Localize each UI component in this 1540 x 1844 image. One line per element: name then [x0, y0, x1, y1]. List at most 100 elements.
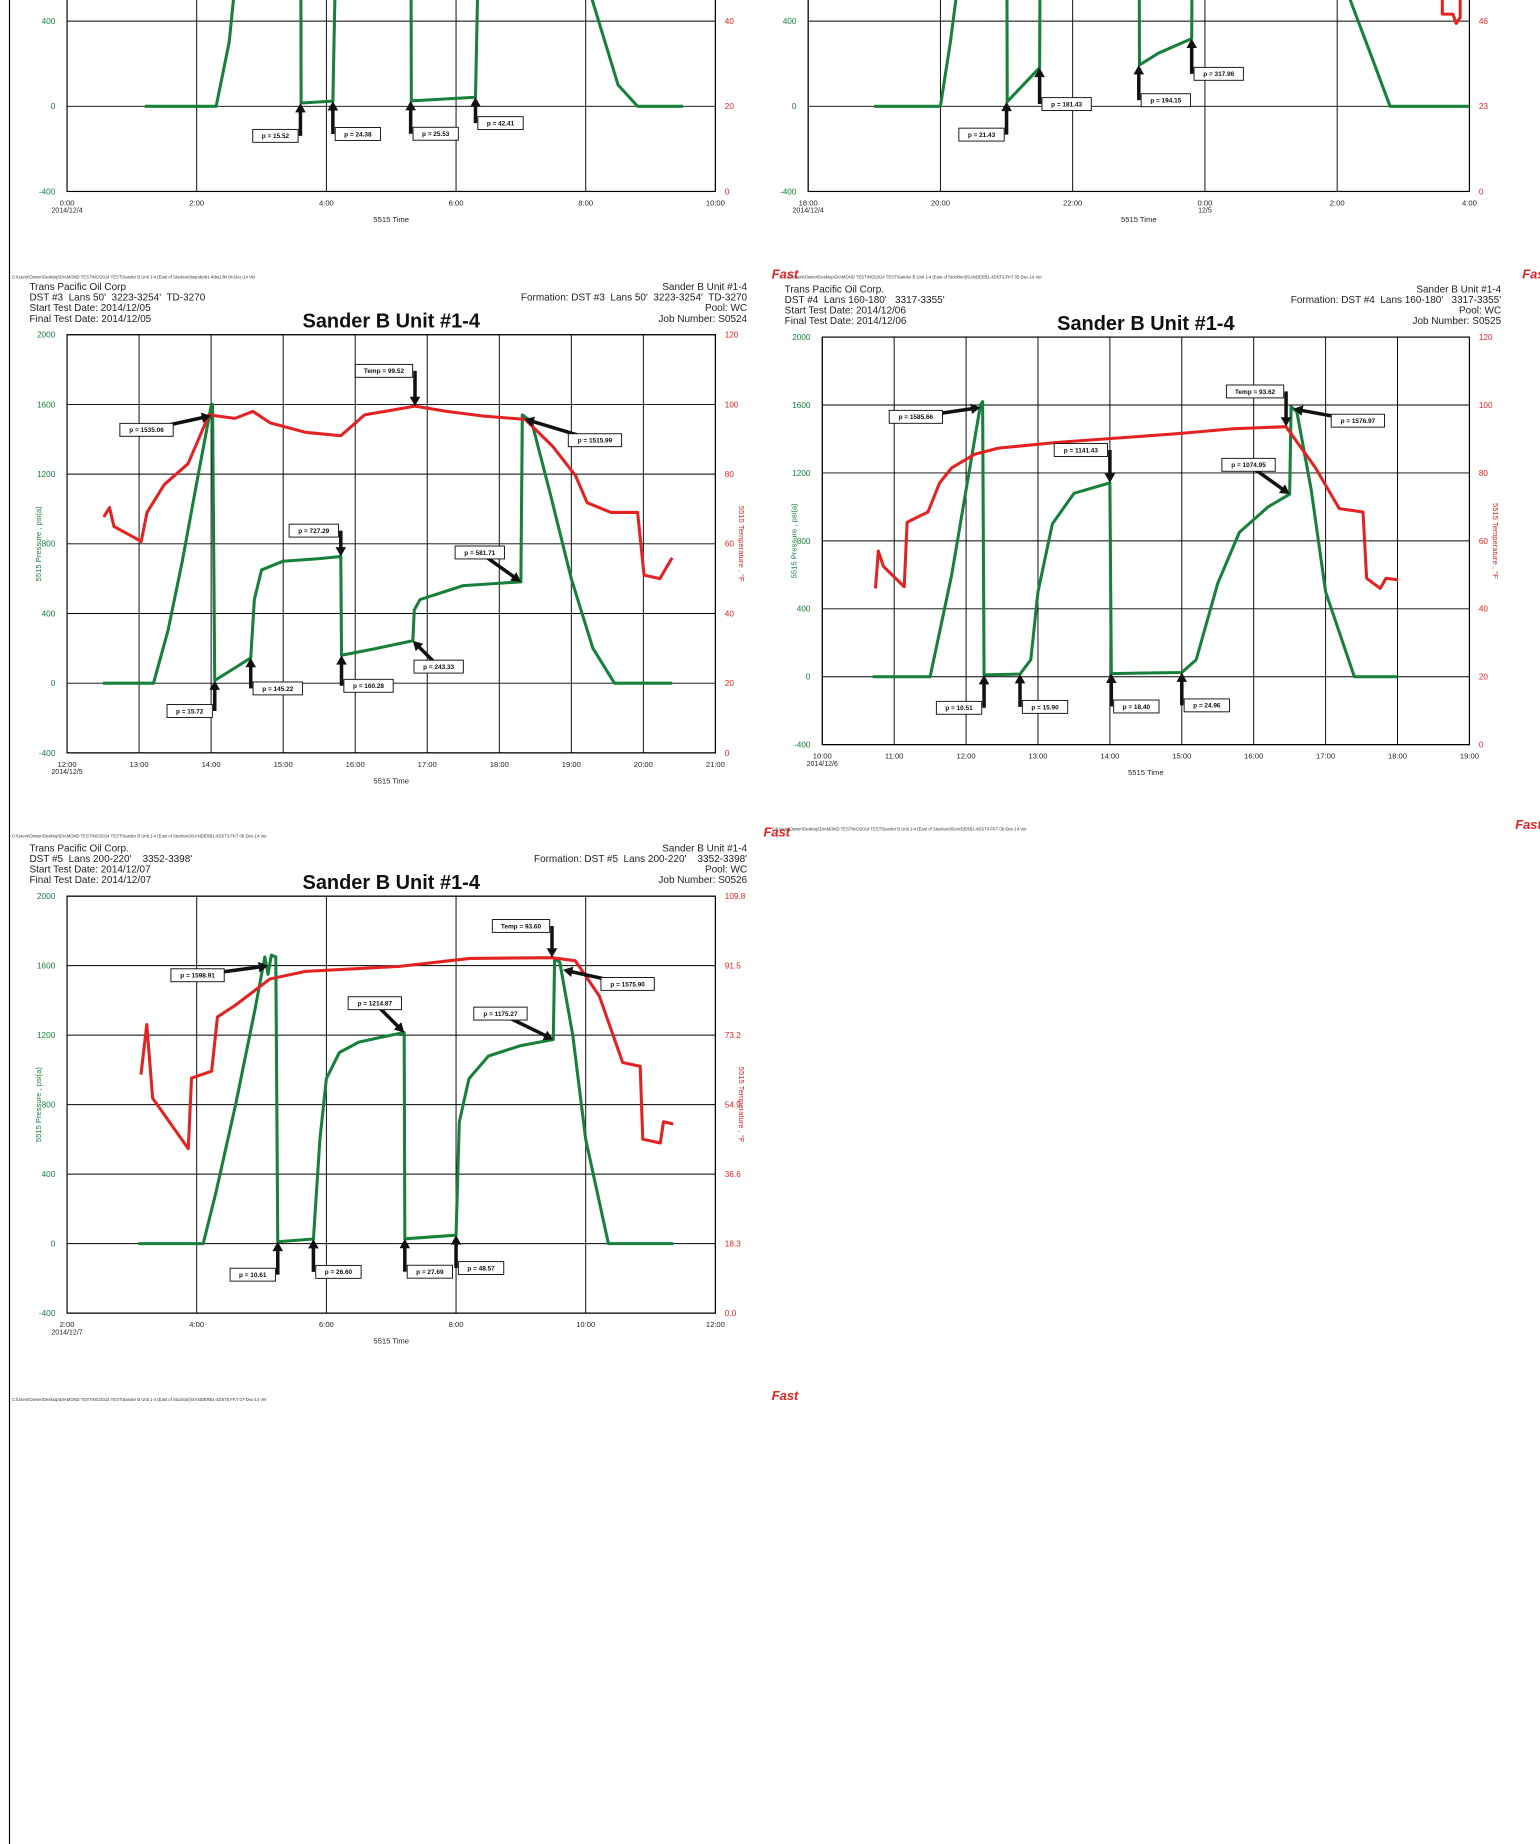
annotation-box — [473, 1006, 528, 1021]
header-right-line: Pool: WC — [1459, 306, 1501, 317]
y-tick-label: 800 — [42, 1101, 56, 1110]
header-right-line: Sander B Unit #1-4 — [662, 844, 747, 855]
annotation-box — [170, 968, 225, 983]
x-tick-label: 4:00 — [189, 1320, 204, 1329]
y2-tick-label: 80 — [725, 470, 735, 479]
plot-frame — [807, 0, 1471, 193]
y2-tick-label: 0 — [1479, 187, 1484, 196]
footer-path: C:\Users\Owner\Desktop\DIAMOND TESTING\2… — [12, 1397, 267, 1402]
annotation-box — [1113, 699, 1160, 714]
y2-tick-label: 40 — [725, 17, 735, 26]
annotation-arrowhead — [470, 97, 481, 107]
x-axis-label: 5515 Time — [373, 1337, 409, 1346]
plot-frame — [821, 336, 1471, 746]
x-axis-label: 5515 Time — [1128, 768, 1164, 777]
x-tick-label: 14:00 — [1100, 752, 1119, 761]
header-left-line: Final Test Date: 2014/12/07 — [29, 875, 151, 886]
annotation-box — [412, 126, 459, 141]
y-tick-label: 1200 — [37, 470, 56, 479]
annotation-label: p = 15.72 — [176, 708, 204, 715]
x-tick-label: 8:00 — [578, 199, 593, 208]
annotation-box — [1140, 93, 1191, 108]
y2-axis-label: 5515 Temperature , °F — [1491, 503, 1500, 579]
y2-tick-label: 0 — [1479, 741, 1484, 750]
chart-panel: Trans Pacific Oil Corp.DST #4 Lans 160-1… — [772, 284, 1540, 832]
footer-path: C:\Users\Owner\Desktop\DIAMOND TESTING\2… — [12, 274, 256, 279]
header-left-line: DST #3 Lans 50' 3223-3254' TD-3270 — [29, 293, 205, 304]
annotation-label: p = 581.71 — [464, 550, 495, 557]
y2-axis-label: 5515 Temperature , °F — [737, 1067, 746, 1143]
y-tick-label: 1200 — [792, 469, 811, 478]
annotation-arrowhead — [542, 1030, 554, 1041]
y2-tick-label: 23 — [1479, 102, 1489, 111]
annotation-box — [1193, 66, 1244, 81]
header-left-line: Start Test Date: 2014/12/06 — [785, 306, 907, 317]
plot-frame — [66, 895, 716, 1314]
x-axis-label: 5515 Time — [1121, 215, 1157, 224]
y2-tick-label: 91.5 — [725, 962, 741, 971]
annotation-arrowhead — [510, 572, 521, 582]
annotation-arrowhead — [393, 1022, 405, 1033]
header-right-line: Pool: WC — [705, 865, 747, 876]
x-date-label: 2014/12/6 — [807, 761, 838, 768]
annotation-arrowhead — [1293, 405, 1304, 416]
annotation-arrowhead — [1280, 417, 1292, 427]
annotation-box — [1183, 698, 1230, 713]
annotation-label: p = 15.90 — [1031, 704, 1059, 711]
y2-tick-label: 60 — [725, 540, 735, 549]
annotation-arrowhead — [258, 961, 269, 973]
y-tick-label: 1600 — [37, 400, 56, 409]
temperature-line — [102, 404, 674, 581]
header-right-line: Formation: DST #4 Lans 160-180' 3317-335… — [1291, 295, 1501, 306]
annotation-box — [166, 704, 213, 718]
y-axis-label: 5515 Pressure , psi(a) — [34, 506, 43, 581]
footer-path: C:\Users\Owner\Desktop\DIAMOND TESTING\2… — [12, 833, 267, 838]
annotation-box — [958, 127, 1005, 142]
annotation-box — [1053, 443, 1109, 457]
annotation-box — [252, 128, 299, 143]
annotation-label: p = 24.96 — [1193, 703, 1221, 710]
annotation-box — [457, 1261, 505, 1276]
annotation-label: p = 194.15 — [1150, 98, 1181, 105]
y-axis-label: 5515 Pressure , psi(a) — [34, 1067, 43, 1142]
x-tick-label: 13:00 — [1028, 752, 1047, 761]
annotation-label: p = 24.38 — [344, 131, 372, 138]
annotation-arrowhead — [272, 1241, 284, 1252]
annotation-arrowhead — [1133, 64, 1145, 75]
x-tick-label: 19:00 — [562, 760, 581, 769]
annotation-arrowhead — [295, 102, 306, 113]
annotation-arrowhead — [1001, 101, 1012, 112]
header-left-line: Final Test Date: 2014/12/06 — [785, 316, 907, 327]
y2-axis-label: 5515 Temperature , °F — [737, 506, 746, 582]
annotation-box — [1225, 384, 1285, 399]
annotation-arrowhead — [1034, 67, 1045, 78]
x-date-label: 2014/12/4 — [51, 208, 82, 215]
x-tick-label: 15:00 — [1172, 752, 1191, 761]
annotation-arrowhead — [336, 655, 347, 665]
annotation-label: p = 160.28 — [353, 683, 384, 690]
x-axis-label: 5515 Time — [373, 776, 409, 785]
annotation-box — [229, 1267, 276, 1282]
annotation-label: p = 1535.06 — [129, 427, 164, 434]
x-date-label: 2014/12/5 — [51, 769, 82, 776]
x-tick-label: 18:00 — [1388, 752, 1407, 761]
annotation-arrowhead — [978, 674, 990, 685]
annotation-arrowhead — [1278, 484, 1290, 495]
annotation-label: p = 727.29 — [298, 528, 329, 535]
annotation-box — [343, 678, 394, 693]
header-left-line: DST #5 Lans 200-220' 3352-3398' — [29, 854, 192, 865]
temperature-line — [873, 425, 1399, 590]
chart-title: Sander B Unit #1-4 — [1057, 313, 1234, 335]
annotation-arrowhead — [1104, 473, 1116, 483]
annotation-label: Temp = 93.62 — [1235, 389, 1276, 396]
x-date-label: 2014/12/4 — [793, 208, 824, 215]
header-left-line: Start Test Date: 2014/12/07 — [29, 865, 151, 876]
annotation-label: p = 1585.66 — [899, 414, 934, 421]
y2-tick-label: 54.9 — [725, 1101, 741, 1110]
annotation-box — [1330, 413, 1385, 428]
annotation-arrowhead — [245, 657, 257, 668]
plot-frame — [66, 334, 716, 754]
y2-tick-label: 73.2 — [725, 1031, 741, 1040]
